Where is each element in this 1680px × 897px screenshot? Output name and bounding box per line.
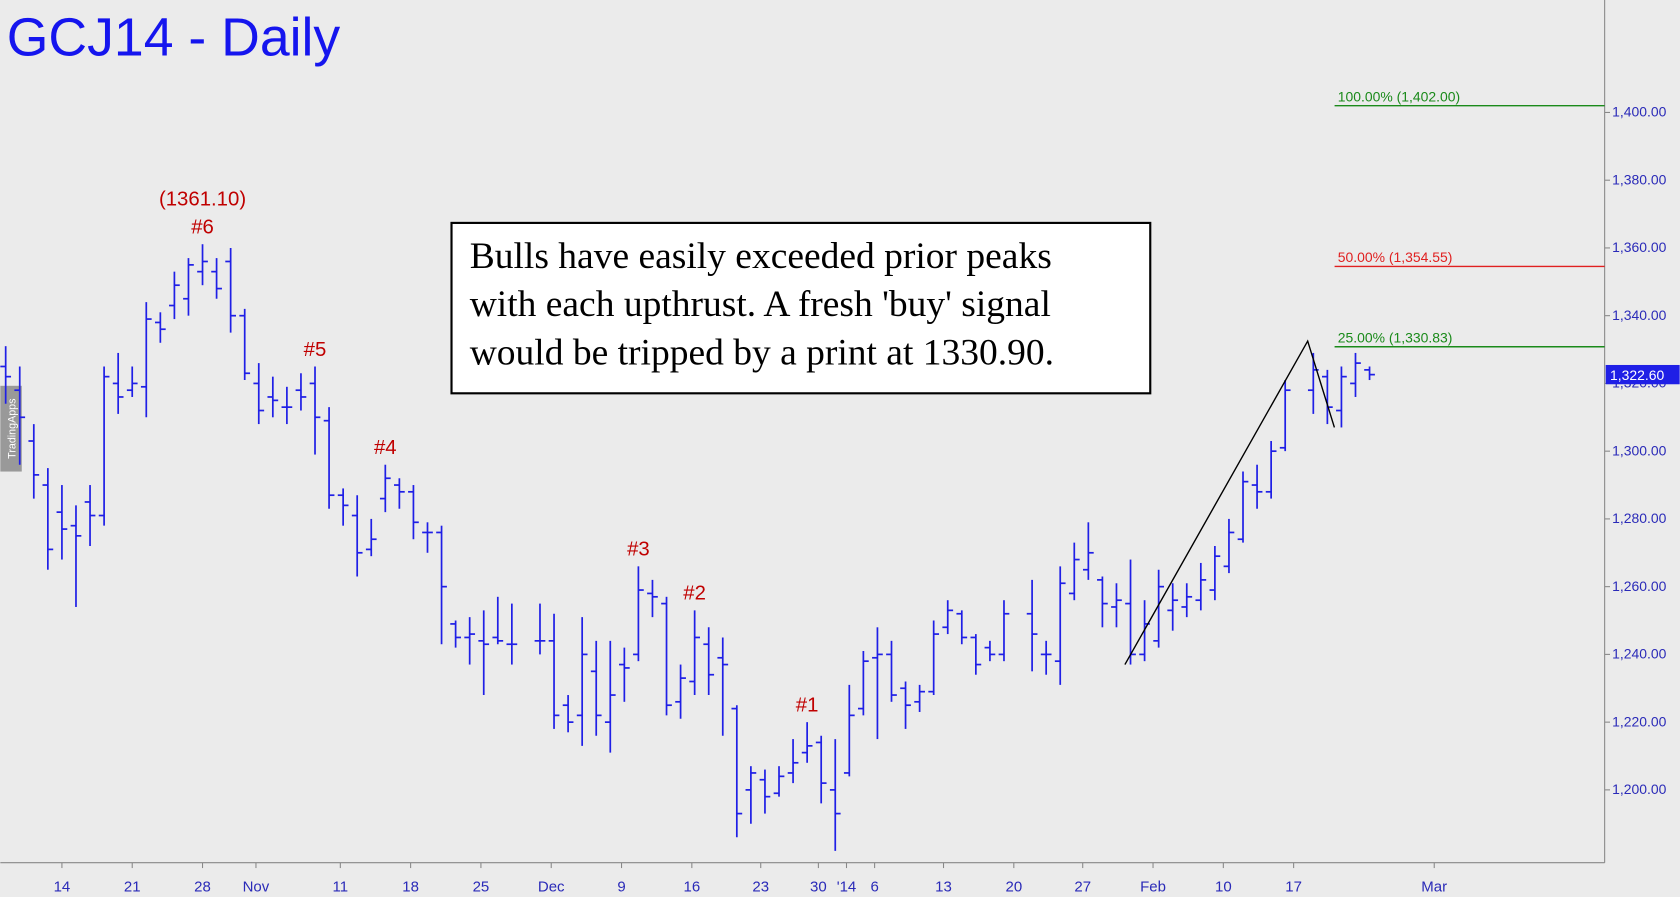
x-tick-label: 13 <box>935 879 952 896</box>
annotation: #1 <box>796 694 819 716</box>
x-tick-label: 21 <box>124 879 141 896</box>
pattern-line <box>1124 339 1336 665</box>
x-tick-label: '14 <box>837 879 857 896</box>
x-tick-label: 20 <box>1005 879 1022 896</box>
fib-label: 50.00% (1,354.55) <box>1338 249 1453 265</box>
annotation-note: (1361.10) <box>159 189 246 211</box>
x-tick-label: 10 <box>1215 879 1232 896</box>
x-tick-label: 30 <box>810 879 827 896</box>
fib-label: 25.00% (1,330.83) <box>1338 329 1453 345</box>
x-tick-label: 9 <box>617 879 625 896</box>
x-tick-label: 28 <box>194 879 211 896</box>
commentary-line: would be tripped by a print at 1330.90. <box>470 332 1054 373</box>
y-tick-label: 1,280.00 <box>1612 510 1666 526</box>
commentary-line: Bulls have easily exceeded prior peaks <box>470 236 1052 277</box>
last-price-label: 1,322.60 <box>1610 367 1664 383</box>
annotation: #4 <box>374 437 397 459</box>
y-tick-label: 1,360.00 <box>1612 239 1666 255</box>
x-tick-label: 6 <box>870 879 878 896</box>
y-tick-label: 1,240.00 <box>1612 646 1666 662</box>
y-tick-label: 1,200.00 <box>1612 781 1666 797</box>
x-tick-label: 18 <box>402 879 419 896</box>
annotation: #3 <box>627 539 650 561</box>
x-tick-label: Mar <box>1421 879 1447 896</box>
y-tick-label: 1,340.00 <box>1612 307 1666 323</box>
x-tick-label: Feb <box>1140 879 1166 896</box>
watermark: TradingApps <box>6 399 18 459</box>
x-tick-label: 17 <box>1285 879 1302 896</box>
annotation: #6 <box>191 216 214 238</box>
commentary-box <box>450 221 1152 395</box>
y-tick-label: 1,380.00 <box>1612 171 1666 187</box>
x-tick-label: 14 <box>54 879 71 896</box>
fib-label: 100.00% (1,402.00) <box>1338 88 1460 104</box>
y-tick-label: 1,300.00 <box>1612 442 1666 458</box>
x-tick-label: 23 <box>752 879 769 896</box>
x-tick-label: 16 <box>683 879 700 896</box>
annotation: #2 <box>683 583 706 605</box>
watermark-box <box>0 385 22 472</box>
x-tick-label: 11 <box>333 879 349 896</box>
y-tick-label: 1,260.00 <box>1612 578 1666 594</box>
x-tick-label: 25 <box>473 879 490 896</box>
commentary-line: with each upthrust. A fresh 'buy' signal <box>470 284 1051 325</box>
last-price-box <box>1605 364 1680 385</box>
x-tick-label: Nov <box>243 879 270 896</box>
annotation: #5 <box>304 339 327 361</box>
y-tick-label: 1,400.00 <box>1612 104 1666 120</box>
chart-title: GCJ14 - Daily <box>7 8 341 68</box>
x-tick-label: Dec <box>538 879 565 896</box>
y-tick-label: 1,220.00 <box>1612 713 1666 729</box>
x-tick-label: 27 <box>1074 879 1091 896</box>
